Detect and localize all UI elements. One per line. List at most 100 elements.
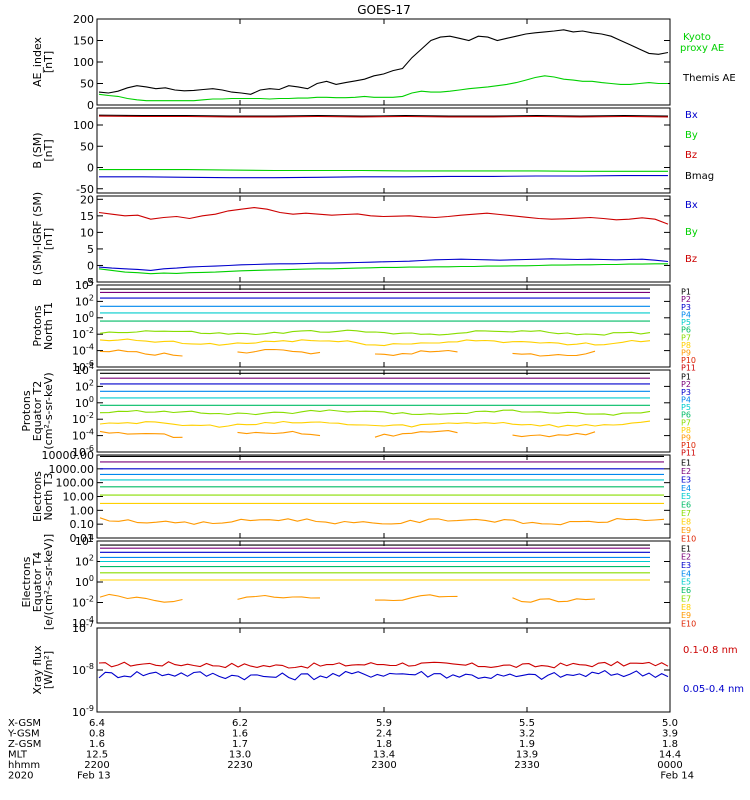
channel-label-P9: P9 [681,348,691,357]
x-row-value: 2230 [227,760,252,771]
channel-E9 [375,594,458,602]
legend-0-1-0-8-nm: 0.1-0.8 nm [683,645,738,656]
panel-frame [96,107,671,194]
tick-exponent: -6 [86,359,94,368]
channel-label-E5: E5 [681,492,691,501]
y-tick-label: 10-8 [72,662,94,677]
series-bmag [98,114,669,117]
plot-title: GOES-17 [357,3,411,17]
tick-exponent: 2 [89,554,94,563]
channel-label-P7: P7 [681,333,691,342]
x-row-value: 13.4 [373,750,395,761]
x-row-value: 14.4 [659,750,681,761]
x-row-value: 13.0 [229,750,251,761]
channel-P9 [237,430,321,437]
channel-label-P5: P5 [681,403,691,412]
panel-bigrf: B (SM)-IGRF (SM)[nT] 20 15 10 5 0 -5 Bx By Bz [31,192,698,289]
tick-exponent: 0 [89,395,94,404]
x-row-value: 1.8 [376,739,392,750]
series-kyoto-proxy-ae [98,75,668,102]
tick-exponent: -8 [86,662,94,671]
y-tick-label: 100 [75,310,94,325]
x-row-value: 5.9 [376,718,392,729]
x-row-value: Feb 13 [77,771,111,782]
y-tick-label: 102 [75,293,94,308]
y-tick-label: 104 [75,533,94,548]
y-tick-label: 100 [73,56,94,69]
tick-exponent: 4 [89,362,94,371]
channel-P7 [99,329,651,336]
legend-bz: Bz [685,150,697,161]
y-tick-label: 100 [75,574,94,589]
channel-label-E8: E8 [681,603,691,612]
channel-label-E1: E1 [681,544,691,553]
channel-label-E9: E9 [681,611,691,620]
tick-exponent: -2 [86,411,94,420]
channel-E9 [99,593,183,603]
channel-label-E1: E1 [681,458,691,467]
legend-proxy-ae: proxy AE [680,43,724,54]
channel-label-E10: E10 [681,534,696,543]
y-tick-label: 102 [75,554,94,569]
channel-P9 [512,350,596,357]
y-tick-label: -5 [83,276,94,289]
channel-label-P4: P4 [681,395,691,404]
tick-exponent: -9 [86,704,94,713]
series-bx [99,175,668,179]
y-axis-label: Equator T4 [31,552,44,612]
y-tick-label: 10-2 [72,326,94,341]
tick-exponent: -4 [86,343,94,352]
channel-label-P11: P11 [681,364,696,373]
x-row-value: 5.5 [519,718,535,729]
channel-label-E6: E6 [681,501,691,510]
tick-exponent: 0 [89,310,94,319]
y-tick-label: 0 [87,259,94,272]
x-row-value: 3.9 [662,729,678,740]
channel-label-P10: P10 [681,441,696,450]
channel-P9 [374,349,458,356]
y-tick-label: 10-9 [72,704,94,719]
channel-label-P3: P3 [681,388,691,397]
channel-label-E7: E7 [681,509,691,518]
channel-label-E3: E3 [681,475,691,484]
x-row-label: X-GSM [8,718,41,729]
y-axis-label: Xray flux [31,645,44,695]
series-bz [98,207,669,225]
channel-E9 [237,594,321,600]
channel-P9 [374,430,458,438]
y-tick-label: 1000.00 [49,463,95,476]
x-row-value: Feb 14 [660,771,694,782]
panel-frame [96,540,671,624]
channel-label-E7: E7 [681,594,691,603]
y-axis-label: [W/m²] [42,651,55,689]
y-axis-label: Electrons [20,556,33,607]
y-tick-label: 50 [80,78,94,91]
y-tick-label: 10-2 [72,595,94,610]
channel-label-P1: P1 [681,373,691,382]
tick-exponent: -4 [86,615,94,624]
x-row-value: 6.2 [232,718,248,729]
channel-label-E3: E3 [681,561,691,570]
y-tick-label: 5 [87,243,94,256]
tick-exponent: 4 [89,533,94,542]
channel-label-P7: P7 [681,418,691,427]
x-row-value: 1.6 [89,739,105,750]
y-axis-label: AE_index [31,36,44,87]
tick-exponent: -6 [86,444,94,453]
panel-frame [96,195,671,283]
tick-exponent: 2 [89,378,94,387]
channel-label-P3: P3 [681,303,691,312]
x-row-value: 1.8 [662,739,678,750]
channel-E9 [512,597,596,603]
channel-P9 [237,348,321,355]
channel-label-E4: E4 [681,569,691,578]
y-axis-label: Electrons [31,471,44,522]
series-by [99,169,668,172]
y-tick-label: 0.01 [70,532,95,545]
legend-by: By [685,227,698,238]
channel-label-P8: P8 [681,341,691,350]
y-tick-label: 10-4 [72,343,94,358]
